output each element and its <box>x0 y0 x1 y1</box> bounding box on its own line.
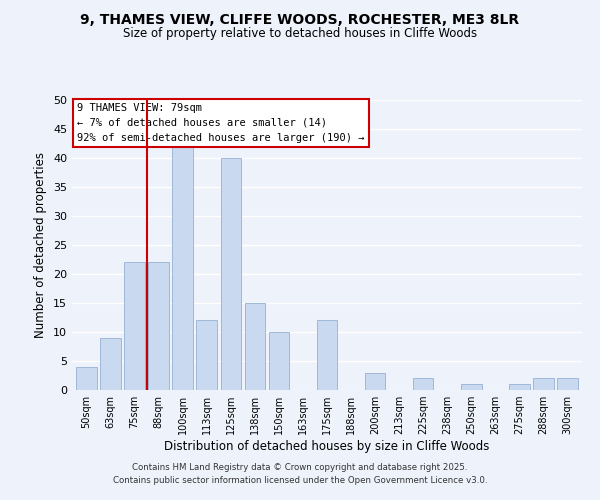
Bar <box>269 332 289 390</box>
Bar <box>100 338 121 390</box>
X-axis label: Distribution of detached houses by size in Cliffe Woods: Distribution of detached houses by size … <box>164 440 490 453</box>
Bar <box>317 320 337 390</box>
Text: Contains public sector information licensed under the Open Government Licence v3: Contains public sector information licen… <box>113 476 487 485</box>
Bar <box>461 384 482 390</box>
Y-axis label: Number of detached properties: Number of detached properties <box>34 152 47 338</box>
Bar <box>221 158 241 390</box>
Text: 9 THAMES VIEW: 79sqm
← 7% of detached houses are smaller (14)
92% of semi-detach: 9 THAMES VIEW: 79sqm ← 7% of detached ho… <box>77 103 365 142</box>
Text: Size of property relative to detached houses in Cliffe Woods: Size of property relative to detached ho… <box>123 28 477 40</box>
Bar <box>533 378 554 390</box>
Bar <box>413 378 433 390</box>
Bar <box>148 262 169 390</box>
Bar <box>124 262 145 390</box>
Text: 9, THAMES VIEW, CLIFFE WOODS, ROCHESTER, ME3 8LR: 9, THAMES VIEW, CLIFFE WOODS, ROCHESTER,… <box>80 12 520 26</box>
Bar <box>509 384 530 390</box>
Bar <box>196 320 217 390</box>
Bar <box>172 146 193 390</box>
Bar <box>245 303 265 390</box>
Bar <box>557 378 578 390</box>
Bar <box>365 372 385 390</box>
Bar <box>76 367 97 390</box>
Text: Contains HM Land Registry data © Crown copyright and database right 2025.: Contains HM Land Registry data © Crown c… <box>132 464 468 472</box>
